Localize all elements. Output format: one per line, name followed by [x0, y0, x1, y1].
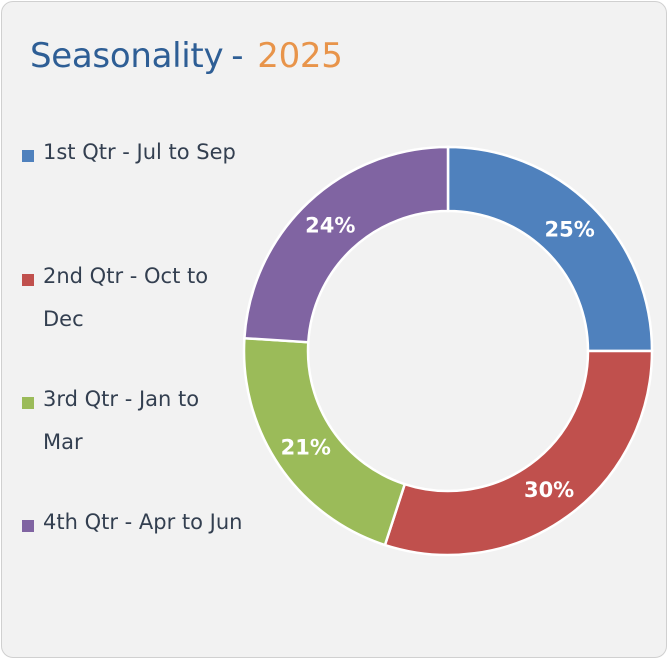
chart-title-separator: -: [231, 36, 244, 76]
donut-slice-2nd-qtr[interactable]: [383, 349, 654, 557]
legend-swatch-q4: [22, 520, 34, 532]
donut-label-4th-qtr: 24%: [305, 214, 355, 238]
legend-swatch-q3: [22, 397, 34, 409]
chart-title-year: 2025: [257, 36, 343, 76]
donut-slice-4th-qtr[interactable]: [243, 145, 450, 344]
legend-label-q2: 2nd Qtr - Oct to Dec: [43, 264, 209, 331]
donut-slices: [242, 145, 654, 557]
donut-slice-1st-qtr[interactable]: [446, 145, 654, 353]
legend-swatch-q2: [22, 274, 34, 286]
chart-title-text: Seasonality: [30, 36, 224, 76]
legend-item-q3[interactable]: 3rd Qtr - Jan to Mar: [22, 387, 243, 464]
chart-title: Seasonality -2025: [30, 30, 343, 82]
donut-data-labels: 25% 30% 21% 24%: [281, 214, 595, 503]
legend-swatch-q1: [22, 150, 34, 162]
legend-item-q4[interactable]: 4th Qtr - Apr to Jun: [22, 510, 243, 544]
donut-label-3rd-qtr: 21%: [281, 436, 331, 460]
legend-item-q1[interactable]: 1st Qtr - Jul to Sep: [22, 140, 243, 174]
legend-label-q4: 4th Qtr - Apr to Jun: [43, 510, 243, 534]
legend-label-q1: 1st Qtr - Jul to Sep: [43, 140, 236, 164]
legend-label-q3: 3rd Qtr - Jan to Mar: [43, 387, 200, 454]
donut-label-2nd-qtr: 30%: [524, 478, 574, 502]
donut-label-1st-qtr: 25%: [544, 217, 594, 241]
legend-item-q2[interactable]: 2nd Qtr - Oct to Dec: [22, 264, 243, 341]
